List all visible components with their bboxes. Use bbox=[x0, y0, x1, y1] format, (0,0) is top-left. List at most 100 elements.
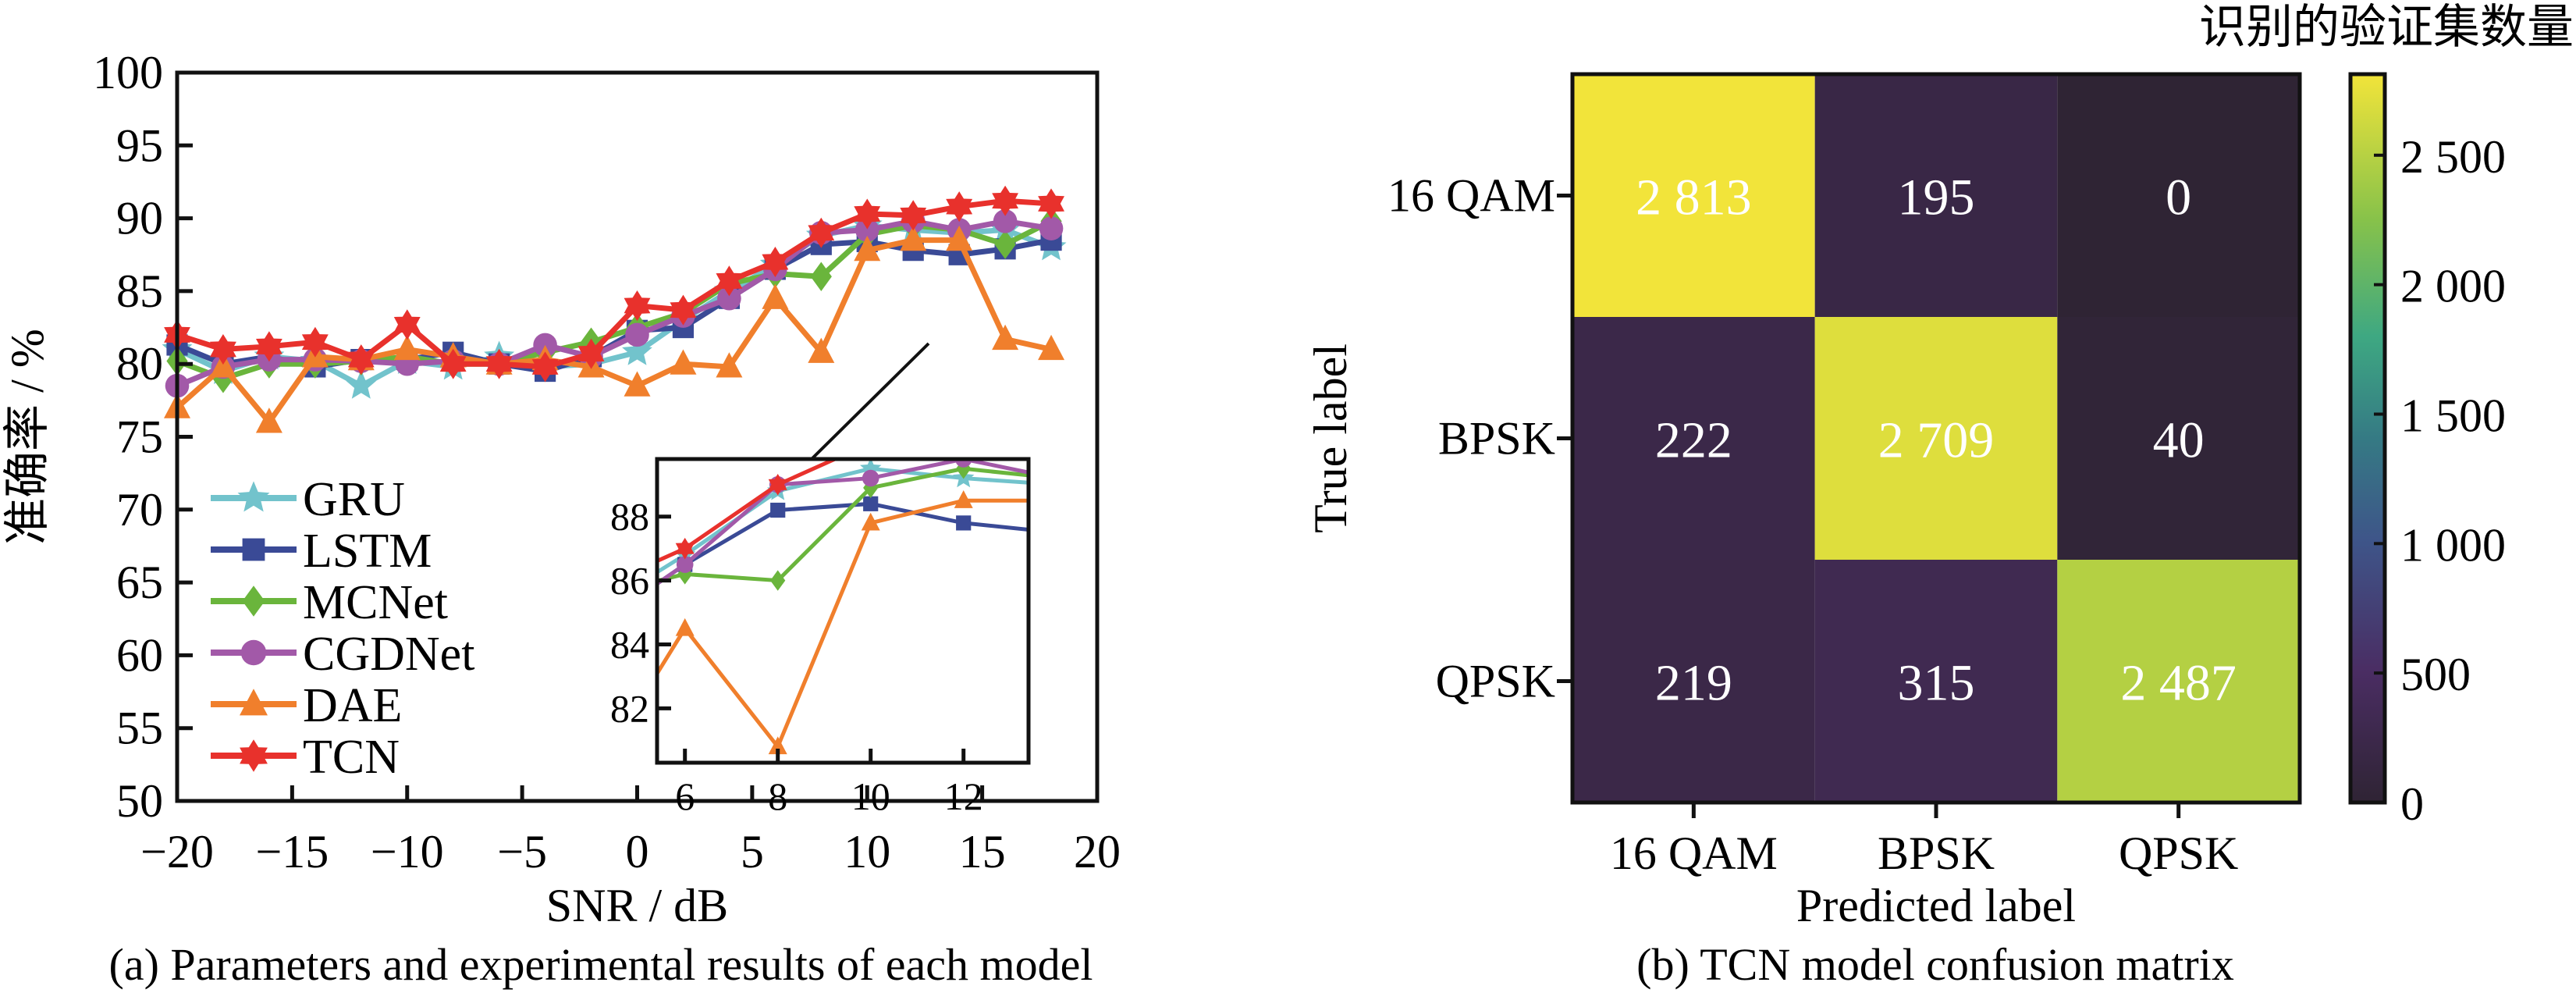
data-point bbox=[210, 334, 236, 365]
data-point bbox=[1038, 334, 1065, 361]
zoom-connector-line bbox=[810, 342, 930, 461]
legend-item-cgdnet: CGDNet bbox=[211, 628, 474, 681]
series-mcnet bbox=[166, 206, 1062, 393]
data-point bbox=[1039, 216, 1064, 240]
x-tick-label: 10 bbox=[844, 826, 890, 877]
legend-label: TCN bbox=[303, 731, 400, 784]
data-point bbox=[762, 247, 789, 278]
y-tick-label: 65 bbox=[116, 557, 163, 608]
caption-a: (a) Parameters and experimental results … bbox=[109, 939, 1093, 990]
y-tick-label: 95 bbox=[116, 119, 163, 171]
x-tick-label: 15 bbox=[959, 826, 1006, 877]
data-point bbox=[994, 230, 1016, 259]
cell-fill bbox=[1572, 74, 1815, 317]
inset-series-layer bbox=[657, 436, 1029, 755]
legend-label: DAE bbox=[303, 679, 402, 732]
cell-fill bbox=[2057, 74, 2300, 317]
data-point bbox=[485, 348, 513, 379]
heatmap-cell: 2 709 bbox=[1814, 317, 2058, 560]
inset-data-point bbox=[954, 436, 973, 457]
heatmap-cell: 315 bbox=[1814, 560, 2058, 803]
series-tcn bbox=[164, 185, 1064, 383]
data-point bbox=[346, 369, 377, 399]
y-tick-label: 55 bbox=[116, 703, 163, 754]
inset-frame bbox=[655, 457, 1031, 765]
heatmap-cell: 40 bbox=[2057, 317, 2300, 560]
data-point bbox=[624, 290, 651, 322]
data-point bbox=[810, 262, 832, 291]
cell-fill bbox=[1814, 560, 2058, 803]
data-point bbox=[808, 217, 835, 248]
x-tick-label: −20 bbox=[140, 826, 214, 877]
heatmap-cell: 2 813 bbox=[1572, 74, 1815, 317]
inset-data-point bbox=[676, 556, 694, 573]
legend-marker-icon bbox=[242, 585, 265, 617]
cell-value-label: 2 487 bbox=[2120, 655, 2237, 712]
y-tick-label: 80 bbox=[116, 338, 163, 390]
colorbar bbox=[2348, 72, 2387, 805]
data-point bbox=[393, 334, 421, 361]
data-point bbox=[854, 235, 881, 262]
data-point bbox=[622, 336, 652, 365]
inset-data-point bbox=[956, 515, 972, 531]
data-point bbox=[347, 344, 375, 375]
line-chart: −20 −15 −10 −5 0 5 10 15 20 50 55 60 65 70 75 80 85 90 95 1… bbox=[2, 47, 1121, 990]
inset-data-point bbox=[862, 469, 879, 487]
data-point bbox=[993, 209, 1018, 233]
colorbar-tick-label: 500 bbox=[2400, 649, 2471, 700]
legend-marker-icon bbox=[240, 639, 267, 666]
heatmap-cell: 222 bbox=[1572, 317, 1815, 560]
heatmap-cells: 2 813 195 0 222 2 709 40 219 315 2 487 bbox=[1572, 74, 2300, 803]
inset-x-tick-label: 6 bbox=[675, 774, 695, 818]
inset-zoom-plot: 6 8 10 12 82 84 86 88 bbox=[610, 436, 1031, 818]
inset-x-tick-label: 10 bbox=[851, 774, 890, 818]
data-point bbox=[808, 337, 835, 363]
data-point bbox=[946, 225, 973, 251]
legend-marker-icon bbox=[240, 739, 268, 772]
data-point bbox=[855, 218, 879, 242]
cell-value-label: 2 709 bbox=[1878, 412, 1995, 469]
y-tick-label: 70 bbox=[116, 484, 163, 536]
x-tick-label: −10 bbox=[371, 826, 444, 877]
inset-data-point bbox=[770, 502, 786, 518]
x-tick-label: −5 bbox=[497, 826, 547, 877]
cell-value-label: 315 bbox=[1898, 655, 1975, 712]
heatmap-cell: 2 487 bbox=[2057, 560, 2300, 803]
data-point bbox=[1038, 188, 1064, 219]
inset-data-point bbox=[770, 570, 786, 591]
colorbar-tick-label: 1 500 bbox=[2400, 390, 2506, 441]
y-tick-label: QPSK bbox=[1436, 656, 1555, 707]
legend-item-gru: GRU bbox=[211, 473, 405, 526]
colorbar-ticks: 0 500 1 000 1 500 2 000 2 500 bbox=[2374, 131, 2506, 830]
data-point bbox=[670, 349, 697, 375]
y-tick-label: 60 bbox=[116, 629, 163, 681]
inset-series-tcn bbox=[657, 436, 973, 564]
x-tick-label: BPSK bbox=[1878, 828, 1995, 879]
legend-marker-icon bbox=[242, 538, 265, 561]
inset-data-point bbox=[861, 512, 880, 531]
series-layer bbox=[162, 185, 1067, 433]
data-point bbox=[854, 198, 881, 230]
inset-data-point bbox=[954, 459, 972, 468]
inset-data-point bbox=[768, 474, 787, 496]
y-tick-label: 100 bbox=[93, 47, 163, 98]
data-point bbox=[762, 283, 789, 309]
inset-background bbox=[657, 459, 1029, 763]
colorbar-tick-label: 0 bbox=[2400, 778, 2424, 830]
inset-y-tick-label: 84 bbox=[610, 622, 649, 666]
data-point bbox=[716, 352, 743, 378]
cell-value-label: 222 bbox=[1655, 412, 1732, 469]
caption-b: (b) TCN model confusion matrix bbox=[1636, 939, 2234, 990]
cell-fill bbox=[1814, 317, 2058, 560]
data-point bbox=[625, 322, 649, 347]
colorbar-tick-label: 2 000 bbox=[2400, 261, 2506, 312]
y-axis-label: True label bbox=[1305, 343, 1356, 533]
inset-series-line bbox=[657, 501, 1029, 586]
data-point bbox=[301, 326, 329, 358]
inset-data-point bbox=[675, 537, 695, 560]
y-tick-label: 50 bbox=[116, 775, 163, 827]
legend-item-mcnet: MCNet bbox=[211, 576, 448, 629]
axis-ticks: −20 −15 −10 −5 0 5 10 15 20 50 55 60 65 70 75 80 85 90 95 1… bbox=[93, 47, 1121, 877]
